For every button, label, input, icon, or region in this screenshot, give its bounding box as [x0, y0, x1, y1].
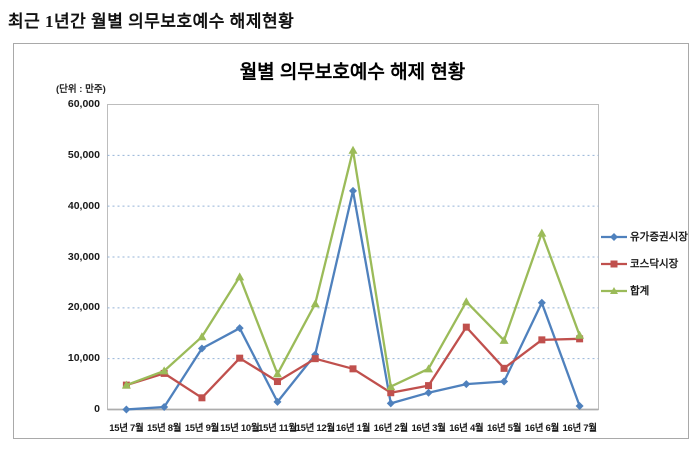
square-marker-icon [576, 335, 584, 343]
square-marker-icon [311, 355, 319, 363]
x-tick-label: 16년 2월 [373, 423, 408, 434]
square-marker-icon [349, 365, 357, 373]
triangle-marker-icon [272, 369, 282, 378]
unit-label: (단위 : 만주) [56, 84, 106, 95]
plot-area [107, 104, 599, 414]
square-marker-icon [273, 378, 281, 386]
y-tick-label: 30,000 [67, 250, 100, 263]
triangle-marker-icon [121, 380, 131, 389]
chart-container: 월별 의무보호예수 해제 현황 (단위 : 만주) 0 10,000 20,000 3… [13, 43, 689, 439]
y-tick-label: 0 [94, 403, 100, 415]
square-marker-icon [538, 336, 546, 344]
diamond-marker-icon [424, 388, 433, 397]
y-tick-label: 10,000 [67, 352, 100, 365]
x-tick-label: 15년 11월 [258, 423, 297, 434]
x-tick-label: 15년 10월 [220, 423, 260, 434]
x-tick-label: 15년 8월 [147, 423, 182, 434]
square-marker-icon [462, 323, 470, 331]
diamond-marker-icon [610, 232, 618, 241]
x-tick-label: 16년 6월 [524, 423, 559, 434]
triangle-marker-icon [386, 382, 396, 391]
x-tick-label: 15년 9월 [184, 423, 219, 434]
series-코스닥시장 [122, 323, 584, 402]
diamond-marker-icon [160, 402, 169, 411]
series-유가증권시장 [122, 186, 584, 414]
square-marker-icon [500, 364, 508, 372]
diamond-marker-icon [197, 344, 206, 353]
diamond-marker-icon [235, 324, 244, 333]
triangle-marker-icon [348, 145, 358, 154]
diamond-marker-icon [122, 405, 131, 414]
triangle-marker-icon [461, 297, 471, 306]
x-tick-label: 16년 1월 [335, 423, 371, 434]
diamond-marker-icon [273, 397, 282, 406]
square-marker-icon [610, 260, 618, 267]
triangle-marker-icon [159, 366, 169, 375]
x-tick-label: 16년 5월 [486, 423, 522, 434]
diamond-marker-icon [537, 298, 546, 307]
triangle-marker-icon [310, 299, 320, 308]
x-tick-label: 16년 7월 [562, 423, 597, 434]
y-tick-label: 20,000 [67, 301, 100, 314]
legend-label: 코스닥시장 [630, 258, 679, 270]
series-line [125, 149, 581, 388]
triangle-marker-icon [537, 228, 547, 237]
square-marker-icon [387, 389, 395, 397]
square-marker-icon [425, 382, 433, 390]
triangle-marker-icon [575, 330, 585, 339]
diamond-marker-icon [500, 377, 509, 386]
legend-item-square: 코스닥시장 [601, 250, 689, 277]
y-tick-label: 40,000 [67, 199, 100, 212]
triangle-marker-icon [499, 335, 509, 344]
x-tick-label: 15년 12월 [295, 423, 335, 434]
x-tick-label: 16년 4월 [449, 423, 484, 434]
page-heading: 최근 1년간 월별 의무보호예수 해제현황 [8, 12, 295, 31]
series-line [125, 189, 581, 411]
triangle-marker-icon [610, 286, 618, 294]
chart-title: 월별 의무보호예수 해제 현황 [239, 62, 466, 83]
legend-item-triangle: 합계 [601, 277, 689, 304]
series-합계 [121, 145, 585, 391]
diamond-marker-icon [575, 401, 584, 410]
y-tick-label: 50,000 [67, 148, 100, 161]
diamond-marker-icon [349, 186, 357, 195]
diamond-marker-icon [462, 380, 471, 389]
square-legend-marker-icon [601, 260, 627, 267]
x-tick-label: 15년 7월 [109, 423, 144, 434]
legend-label: 합계 [630, 285, 650, 297]
triangle-marker-icon [424, 364, 434, 373]
legend-item-diamond: 유가증권시장 [601, 223, 689, 250]
y-tick-label: 60,000 [67, 98, 100, 110]
series-line [125, 325, 581, 399]
triangle-marker-icon [197, 332, 207, 341]
triangle-legend-marker-icon [601, 286, 627, 294]
square-marker-icon [236, 354, 244, 362]
x-tick-label: 16년 3월 [411, 423, 446, 434]
square-marker-icon [198, 394, 206, 402]
diamond-legend-marker-icon [601, 232, 627, 241]
legend-label: 유가증권시장 [630, 231, 688, 243]
diamond-marker-icon [386, 399, 395, 408]
triangle-marker-icon [235, 272, 245, 281]
